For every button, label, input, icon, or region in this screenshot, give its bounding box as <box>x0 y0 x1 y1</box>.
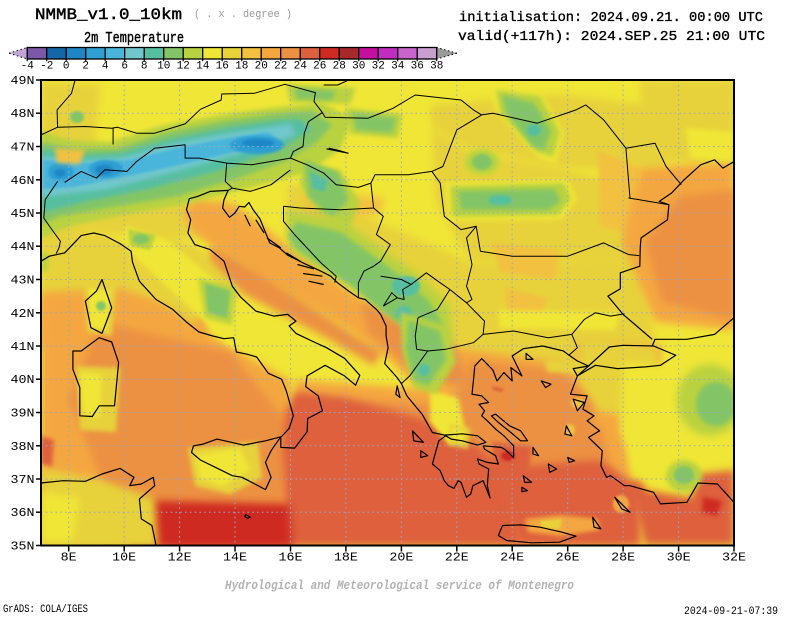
svg-text:36N: 36N <box>11 506 35 520</box>
svg-text:41N: 41N <box>11 340 35 354</box>
svg-text:4: 4 <box>102 61 109 73</box>
svg-text:38N: 38N <box>11 440 35 454</box>
svg-text:16: 16 <box>216 61 229 73</box>
svg-text:NMMB_v1.0_10km: NMMB_v1.0_10km <box>35 6 182 24</box>
svg-text:2024-09-21-07:39: 2024-09-21-07:39 <box>684 606 778 618</box>
svg-text:26: 26 <box>313 61 326 73</box>
svg-text:32E: 32E <box>722 551 746 565</box>
svg-text:39N: 39N <box>11 407 35 421</box>
svg-text:26E: 26E <box>556 551 580 565</box>
svg-text:2: 2 <box>82 61 89 73</box>
svg-text:40N: 40N <box>11 373 35 387</box>
svg-text:14: 14 <box>196 61 210 73</box>
svg-text:8: 8 <box>141 61 148 73</box>
svg-text:47N: 47N <box>11 141 35 155</box>
svg-text:12: 12 <box>177 61 190 73</box>
svg-text:0: 0 <box>63 61 70 73</box>
svg-text:GrADS: COLA/IGES: GrADS: COLA/IGES <box>3 604 88 616</box>
svg-text:( . x . degree ): ( . x . degree ) <box>194 9 292 21</box>
svg-text:18E: 18E <box>334 551 358 565</box>
svg-text:-4: -4 <box>21 61 35 73</box>
svg-text:43N: 43N <box>11 274 35 288</box>
svg-text:24: 24 <box>294 61 308 73</box>
svg-text:49N: 49N <box>11 74 35 88</box>
svg-text:42N: 42N <box>11 307 35 321</box>
svg-text:12E: 12E <box>168 551 192 565</box>
svg-text:30: 30 <box>352 61 365 73</box>
svg-text:14E: 14E <box>223 551 247 565</box>
svg-text:28: 28 <box>333 61 346 73</box>
svg-text:30E: 30E <box>667 551 691 565</box>
svg-text:10: 10 <box>157 61 170 73</box>
svg-text:8E: 8E <box>61 551 77 565</box>
svg-text:48N: 48N <box>11 107 35 121</box>
svg-text:20: 20 <box>255 61 268 73</box>
svg-text:45N: 45N <box>11 207 35 221</box>
svg-text:18: 18 <box>235 61 248 73</box>
svg-text:44N: 44N <box>11 240 35 254</box>
svg-text:36: 36 <box>411 61 424 73</box>
svg-text:16E: 16E <box>279 551 303 565</box>
svg-text:34: 34 <box>391 61 405 73</box>
svg-text:37N: 37N <box>11 473 35 487</box>
svg-text:46N: 46N <box>11 174 35 188</box>
svg-text:-2: -2 <box>40 61 53 73</box>
svg-text:valid(+117h): 2024.SEP.25 21:0: valid(+117h): 2024.SEP.25 21:00 UTC <box>458 29 765 45</box>
svg-text:initialisation: 2024.09.21. 00: initialisation: 2024.09.21. 00:00 UTC <box>459 10 763 26</box>
svg-text:22: 22 <box>274 61 287 73</box>
svg-text:28E: 28E <box>611 551 635 565</box>
svg-text:20E: 20E <box>389 551 413 565</box>
svg-text:35N: 35N <box>11 540 35 554</box>
svg-text:Hydrological and Meteorologica: Hydrological and Meteorological service … <box>225 578 574 593</box>
svg-text:6: 6 <box>121 61 128 73</box>
svg-text:38: 38 <box>430 61 443 73</box>
svg-text:10E: 10E <box>112 551 136 565</box>
svg-text:32: 32 <box>372 61 385 73</box>
svg-text:24E: 24E <box>500 551 524 565</box>
svg-text:22E: 22E <box>445 551 469 565</box>
svg-text:2m Temperature: 2m Temperature <box>84 30 184 47</box>
